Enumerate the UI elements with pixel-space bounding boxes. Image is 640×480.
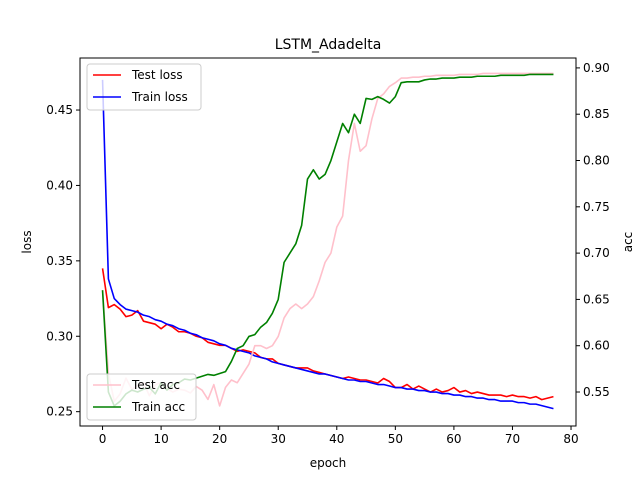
x-tick-label: 20 xyxy=(212,432,227,446)
y-right-tick-label: 0.60 xyxy=(583,339,610,353)
y-right-tick-label: 0.70 xyxy=(583,246,610,260)
y-right-tick-label: 0.55 xyxy=(583,385,610,399)
y-axis-right-label: acc xyxy=(621,232,635,253)
y-left-tick-label: 0.25 xyxy=(46,405,73,419)
y-right-tick-label: 0.65 xyxy=(583,292,610,306)
legend-label-test-acc: Test acc xyxy=(131,378,180,392)
legend-label-train-loss: Train loss xyxy=(131,90,188,104)
legend-bottom-left: Test acc Train acc xyxy=(86,373,197,421)
chart-title: LSTM_Adadelta xyxy=(275,37,382,53)
x-tick-label: 0 xyxy=(99,432,107,446)
y-left-tick-label: 0.40 xyxy=(46,178,73,192)
x-axis: 0 10 20 30 40 50 60 70 80 xyxy=(99,426,579,446)
y-axis-left: 0.25 0.30 0.35 0.40 0.45 xyxy=(46,103,80,419)
legend-label-train-acc: Train acc xyxy=(131,400,185,414)
x-tick-label: 60 xyxy=(446,432,461,446)
legend-label-test-loss: Test loss xyxy=(131,68,183,82)
series-line-train-loss xyxy=(101,79,554,410)
plot-frame xyxy=(79,57,577,427)
x-tick-label: 50 xyxy=(388,432,403,446)
x-tick-label: 10 xyxy=(153,432,168,446)
x-tick-label: 80 xyxy=(563,432,578,446)
x-axis-label: epoch xyxy=(310,456,347,470)
y-right-tick-label: 0.75 xyxy=(583,200,610,214)
y-left-tick-label: 0.30 xyxy=(46,329,73,343)
y-axis-left-label: loss xyxy=(20,230,34,253)
y-right-tick-label: 0.85 xyxy=(583,107,610,121)
x-tick-label: 40 xyxy=(329,432,344,446)
y-left-tick-label: 0.35 xyxy=(46,254,73,268)
x-tick-label: 70 xyxy=(505,432,520,446)
x-tick-label: 30 xyxy=(271,432,286,446)
legend-top-left: Test loss Train loss xyxy=(86,63,202,111)
y-right-tick-label: 0.80 xyxy=(583,154,610,168)
y-axis-right: 0.55 0.60 0.65 0.70 0.75 0.80 0.85 0.90 xyxy=(576,61,610,399)
y-right-tick-label: 0.90 xyxy=(583,61,610,75)
y-left-tick-label: 0.45 xyxy=(46,103,73,117)
